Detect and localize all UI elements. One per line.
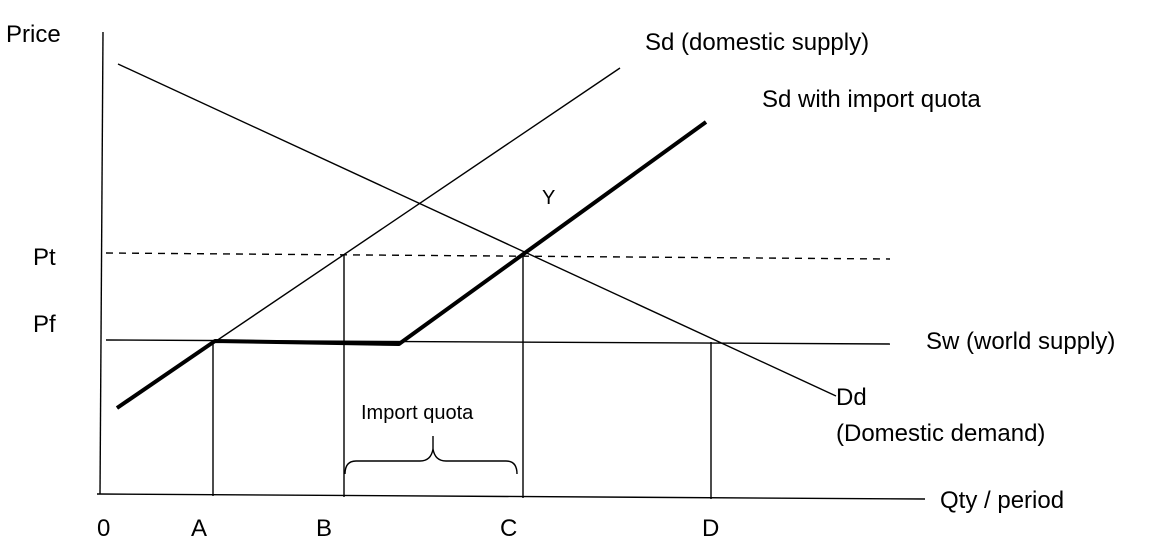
domestic-demand-curve bbox=[117, 63, 837, 397]
pf-label: Pf bbox=[33, 311, 56, 338]
qty-b-label: B bbox=[316, 515, 332, 542]
pt-price-line bbox=[105, 252, 891, 260]
domestic-demand-sublabel: (Domestic demand) bbox=[836, 420, 1045, 447]
x-axis bbox=[96, 493, 926, 500]
origin-label: 0 bbox=[97, 515, 110, 542]
y-axis bbox=[99, 31, 104, 495]
x-axis-label: Qty / period bbox=[940, 487, 1064, 514]
qty-c-label: C bbox=[500, 515, 517, 542]
import-quota-brace bbox=[344, 448, 518, 475]
y-axis-label: Price bbox=[6, 21, 61, 48]
supply-with-quota-label: Sd with import quota bbox=[762, 86, 981, 113]
import-quota-label: Import quota bbox=[361, 402, 474, 424]
supply-with-quota-curve bbox=[115, 120, 708, 410]
point-y-label: Y bbox=[542, 187, 555, 209]
qty-d-label: D bbox=[702, 515, 719, 542]
pt-label: Pt bbox=[33, 244, 56, 271]
domestic-demand-label: Dd bbox=[836, 384, 867, 411]
domestic-supply-label: Sd (domestic supply) bbox=[645, 29, 869, 56]
qty-a-label: A bbox=[191, 515, 207, 542]
world-supply-label: Sw (world supply) bbox=[926, 328, 1115, 355]
